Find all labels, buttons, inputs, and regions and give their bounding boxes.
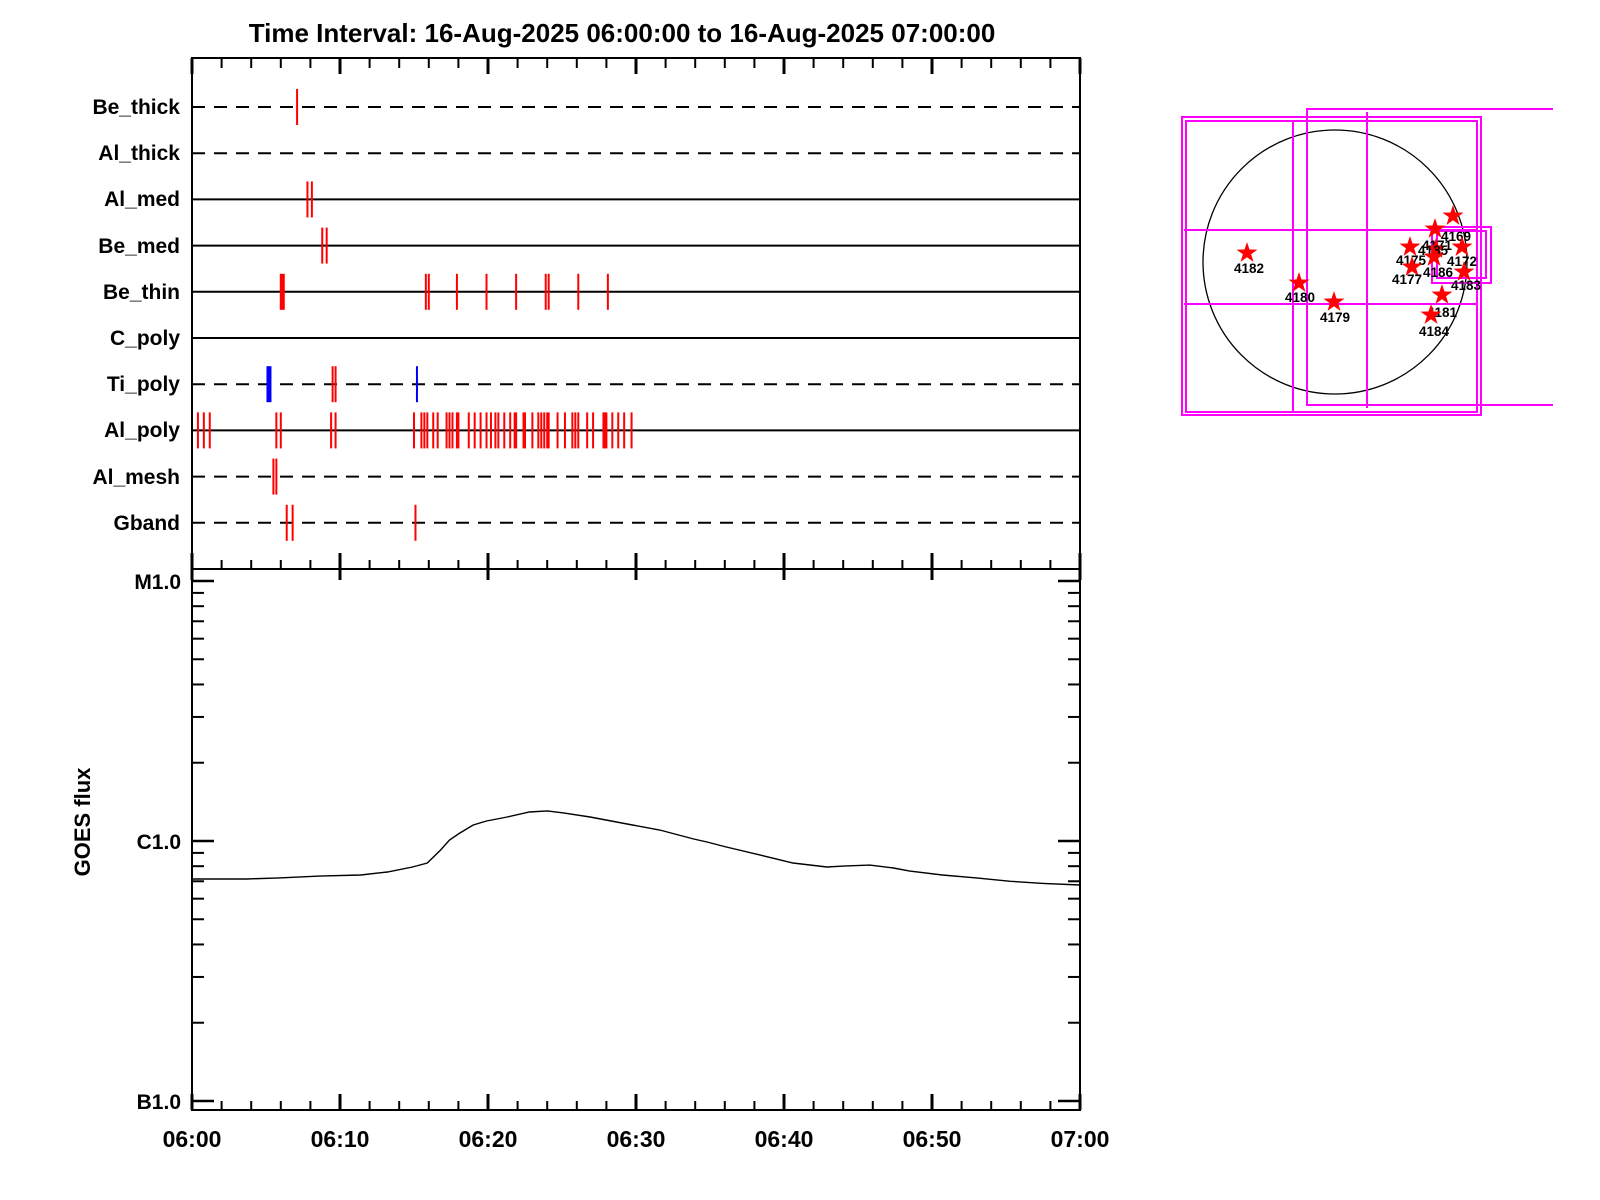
ytick-label-m1: M1.0 <box>134 571 181 594</box>
goes-flux-plot <box>190 568 1082 1111</box>
fov-rect <box>1181 116 1482 416</box>
row-label-be-thin: Be_thin <box>103 281 180 304</box>
active-region-star-4175 <box>1399 236 1421 256</box>
active-region-star-4184 <box>1420 304 1442 324</box>
active-region-star-4186 <box>1423 246 1445 266</box>
timeline-frame <box>191 57 1081 570</box>
active-region-label-4179: 4179 <box>1320 310 1350 325</box>
fov-rect <box>1185 120 1478 413</box>
goes-y-axis-title: GOES flux <box>70 767 95 877</box>
xtick-label-0620: 06:20 <box>459 1126 518 1152</box>
active-region-star-4181 <box>1431 284 1453 304</box>
row-label-gband: Gband <box>114 512 181 535</box>
timeline-plot <box>190 57 1082 580</box>
xtick-label-0600: 06:00 <box>163 1126 222 1152</box>
fov-rect-open <box>1306 108 1553 406</box>
xtick-label-0640: 06:40 <box>755 1126 814 1152</box>
active-region-label-4169: 4169 <box>1441 229 1471 244</box>
active-region-label-4180: 4180 <box>1285 290 1315 305</box>
row-label-c-poly: C_poly <box>110 327 180 350</box>
goes-frame <box>191 568 1081 1111</box>
ytick-label-c1: C1.0 <box>137 831 181 854</box>
page-title: Time Interval: 16-Aug-2025 06:00:00 to 1… <box>249 18 996 48</box>
row-label-be-med: Be_med <box>98 235 180 258</box>
row-label-ti-poly: Ti_poly <box>107 373 180 396</box>
ytick-label-b1: B1.0 <box>137 1091 181 1114</box>
active-region-star-4177 <box>1401 256 1423 276</box>
active-region-label-4172: 4172 <box>1447 254 1477 269</box>
xtick-label-0700: 07:00 <box>1051 1126 1110 1152</box>
active-region-star-4171 <box>1424 218 1446 238</box>
active-region-star-4185 <box>1425 238 1447 258</box>
active-region-star-4180 <box>1288 272 1310 292</box>
row-label-be-thick: Be_thick <box>92 96 180 119</box>
solar-limb-circle <box>1202 129 1468 395</box>
active-region-star-4172 <box>1451 236 1473 256</box>
active-region-star-4179 <box>1323 291 1345 311</box>
active-region-star-4182 <box>1236 242 1258 262</box>
active-region-star-4183 <box>1453 261 1475 281</box>
xtick-label-0630: 06:30 <box>607 1126 666 1152</box>
row-label-al-thick: Al_thick <box>98 142 180 165</box>
active-region-label-4182: 4182 <box>1234 261 1264 276</box>
active-region-label-4186: 4186 <box>1423 265 1454 280</box>
active-region-star-4169 <box>1442 205 1464 225</box>
active-region-label-4184: 4184 <box>1419 324 1450 339</box>
active-region-label-4177: 4177 <box>1392 272 1422 287</box>
row-label-al-med: Al_med <box>104 188 180 211</box>
row-label-al-mesh: Al_mesh <box>92 466 180 489</box>
xtick-label-0610: 06:10 <box>311 1126 370 1152</box>
active-region-label-4183: 4183 <box>1451 278 1482 293</box>
goes-flux-curve <box>192 810 1081 886</box>
row-label-al-poly: Al_poly <box>104 419 180 442</box>
solar-disk-map: 4182418041794175417741714185416941864172… <box>1181 108 1553 416</box>
xtick-label-0650: 06:50 <box>903 1126 962 1152</box>
